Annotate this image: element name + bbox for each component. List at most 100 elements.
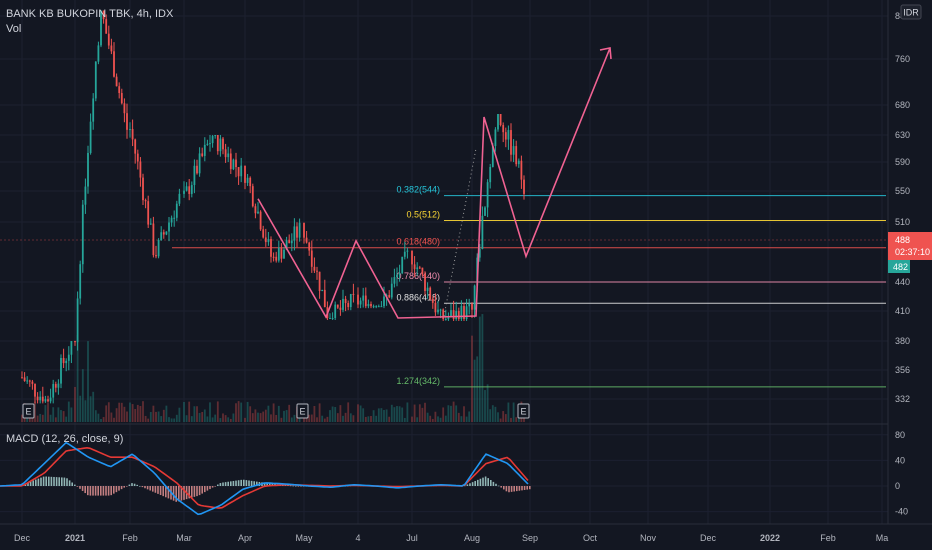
time-tick-13: 2022 [760, 533, 780, 543]
candle [232, 159, 235, 170]
volume-bar [65, 416, 68, 422]
candle [497, 114, 499, 130]
volume-bar [463, 406, 465, 422]
candle [520, 160, 523, 180]
macd-hist-bar [162, 486, 164, 497]
macd-hist-bar [141, 486, 144, 488]
candle [118, 86, 121, 93]
macd-hist-bar [118, 486, 120, 491]
fib-label-0.382: 0.382(544) [396, 185, 440, 195]
volume-bar [421, 407, 424, 422]
volume-bar [97, 413, 100, 422]
volume-bar [329, 410, 331, 422]
volume-bar [193, 406, 196, 422]
macd-hist-bar [149, 486, 151, 491]
time-tick-4: Apr [238, 533, 252, 543]
pattern-drawing[interactable] [257, 47, 612, 319]
candle [21, 377, 23, 379]
volume-bar [144, 415, 147, 422]
macd-hist-bar [295, 485, 297, 487]
candle [214, 135, 217, 137]
volume-bar [67, 401, 70, 422]
candle [455, 311, 458, 319]
macd-hist-bar [523, 486, 526, 490]
candle [155, 255, 157, 257]
macd-hist-bar [490, 479, 492, 486]
candle [310, 250, 313, 267]
volume-bar [131, 404, 134, 422]
candle [41, 396, 44, 402]
volume-bar [437, 416, 439, 422]
volume-bar [102, 417, 105, 422]
volume-bar [491, 405, 494, 422]
candle [484, 207, 486, 216]
volume-bar [512, 402, 515, 422]
volume-bar [390, 404, 393, 422]
candle [334, 304, 337, 318]
volume-bar [34, 401, 36, 422]
candle [393, 277, 396, 284]
candle [149, 223, 152, 225]
macd-hist-bar [100, 486, 102, 496]
candle [219, 138, 222, 152]
candle [283, 249, 285, 259]
volume-bar [41, 414, 44, 422]
volume-bar [229, 418, 232, 422]
candle [293, 226, 296, 241]
macd-hist-bar [45, 476, 47, 486]
candle [89, 121, 92, 153]
candle [107, 33, 110, 46]
volume-bar [36, 415, 39, 422]
volume-bar [270, 414, 272, 422]
volume-bar [515, 417, 518, 422]
candle [370, 303, 372, 307]
macd-hist-bar [126, 486, 128, 487]
macd-hist-bar [172, 486, 175, 501]
candle [36, 396, 39, 401]
macd-hist-bar [235, 480, 237, 486]
price-axis[interactable]: 332356380410440510550590630680760840 [895, 11, 910, 404]
candle [471, 303, 473, 310]
volume-bar [502, 411, 505, 422]
candle [316, 270, 318, 272]
candle [305, 237, 308, 243]
time-tick-8: Aug [464, 533, 480, 543]
candle [237, 167, 240, 177]
currency-badge[interactable]: IDR [903, 8, 919, 18]
fibonacci-levels[interactable]: 0.382(544) 0.5(512) 0.618(480) 0.786(440) 0.… [0, 185, 886, 388]
price-tick-590: 590 [895, 157, 910, 167]
currency-badge-frame[interactable] [900, 4, 922, 20]
candle [388, 295, 391, 298]
volume-bar [450, 405, 452, 422]
volume-legend[interactable]: Vol [6, 23, 22, 35]
macd-hist-bar [484, 476, 487, 486]
candle [129, 129, 131, 131]
volume-bar [277, 405, 280, 422]
last-price-tag: 488 [895, 235, 910, 245]
time-tick-3: Mar [176, 533, 192, 543]
candle [285, 240, 288, 250]
volume-bar [244, 417, 246, 422]
candle [102, 10, 105, 20]
candle [54, 384, 57, 388]
candle [411, 250, 413, 265]
macd-legend[interactable]: MACD (12, 26, close, 9) [6, 433, 124, 445]
macd-hist-bar [146, 486, 149, 490]
price-candles[interactable] [21, 10, 525, 404]
macd-hist-bar [167, 486, 170, 499]
candle [39, 396, 42, 401]
macd-axis[interactable]: 80 40 0 -40 [895, 430, 908, 517]
volume-bar [411, 416, 413, 422]
macd-lines [0, 441, 529, 516]
time-axis[interactable]: Dec 2021 Feb Mar Apr May 4 Jul Aug Sep Oct Nov Dec 20… [14, 533, 888, 543]
candle [431, 299, 434, 303]
candle [251, 186, 254, 207]
macd-hist-bar [497, 485, 500, 487]
volume-bar [313, 405, 316, 422]
macd-tick-0: 0 [895, 481, 900, 491]
macd-hist-bar [269, 483, 271, 486]
symbol-title[interactable]: BANK KB BUKOPIN TBK, 4h, IDX [6, 8, 174, 20]
volume-bar [401, 407, 404, 422]
